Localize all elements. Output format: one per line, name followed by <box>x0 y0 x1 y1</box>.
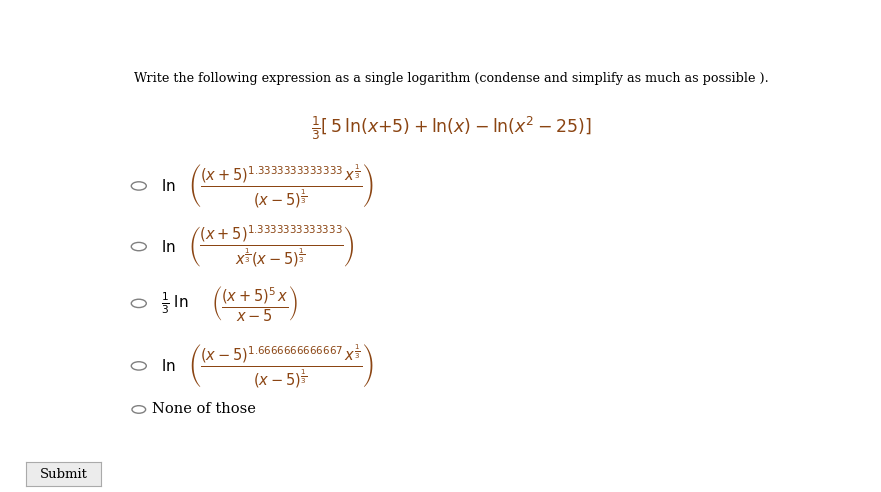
Text: $\frac{1}{3}\left[\,5\,\ln(x{+}5)+\ln(x)-\ln\!\left(x^{2}-25\right)\right]$: $\frac{1}{3}\left[\,5\,\ln(x{+}5)+\ln(x)… <box>311 114 592 142</box>
Text: $\frac{1}{3}\;\ln$: $\frac{1}{3}\;\ln$ <box>160 291 188 316</box>
Text: $\left(\dfrac{(x+5)^{1.3333333333333}\,x^{\frac{1}{3}}}{(x-5)^{\frac{1}{3}}}\rig: $\left(\dfrac{(x+5)^{1.3333333333333}\,x… <box>189 162 374 210</box>
Text: $\left(\dfrac{(x-5)^{1.6666666666667}\,x^{\frac{1}{3}}}{(x-5)^{\frac{1}{3}}}\rig: $\left(\dfrac{(x-5)^{1.6666666666667}\,x… <box>189 342 374 390</box>
Text: $\left(\dfrac{(x+5)^{5}\,x}{x-5}\right)$: $\left(\dfrac{(x+5)^{5}\,x}{x-5}\right)$ <box>211 284 298 323</box>
Text: Submit: Submit <box>40 468 88 481</box>
Text: $\ln$: $\ln$ <box>160 239 175 254</box>
Text: $\ln$: $\ln$ <box>160 178 175 194</box>
Text: $\ln$: $\ln$ <box>160 358 175 374</box>
Text: $\left(\dfrac{(x+5)^{1.3333333333333}}{x^{\frac{1}{3}}(x-5)^{\frac{1}{3}}}\right: $\left(\dfrac{(x+5)^{1.3333333333333}}{x… <box>189 224 354 269</box>
Text: None of those: None of those <box>152 402 256 416</box>
Text: Write the following expression as a single logarithm (condense and simplify as m: Write the following expression as a sing… <box>134 72 769 85</box>
